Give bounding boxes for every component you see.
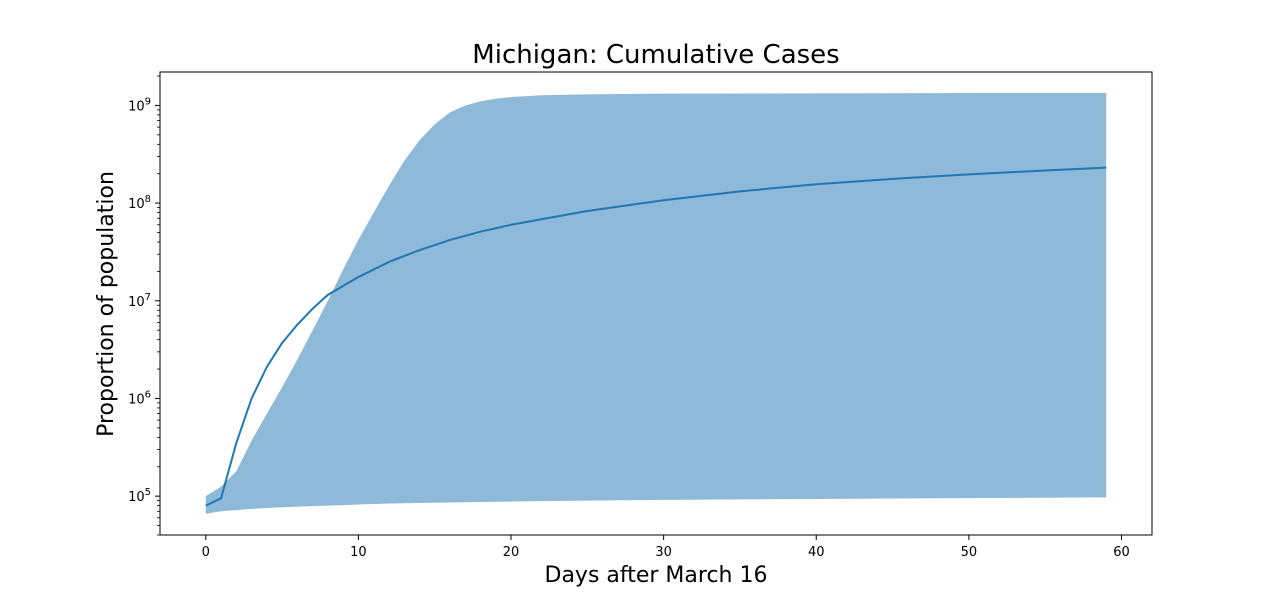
uncertainty-band xyxy=(205,93,1107,514)
axes: 0 10 20 30 40 50 60 105 106 107 108 109 xyxy=(128,71,1153,560)
y-tick-label: 108 xyxy=(128,194,151,212)
x-tick-label: 10 xyxy=(350,545,367,560)
x-tick-label: 40 xyxy=(808,545,825,560)
y-axis-label: Proportion of population xyxy=(94,171,119,437)
y-tick-label: 106 xyxy=(128,389,151,407)
plot-area xyxy=(205,93,1107,514)
y-tick-label: 105 xyxy=(128,487,151,505)
x-axis-label: Days after March 16 xyxy=(545,563,768,588)
x-tick-label: 20 xyxy=(503,545,520,560)
y-tick-label: 109 xyxy=(128,96,151,114)
x-tick-label: 0 xyxy=(202,545,210,560)
chart-title: Michigan: Cumulative Cases xyxy=(472,40,839,70)
plot-frame xyxy=(159,71,1153,536)
median-line xyxy=(205,166,1107,507)
x-tick-label: 50 xyxy=(961,545,978,560)
y-tick-label: 107 xyxy=(128,292,151,310)
x-tick-label: 60 xyxy=(1113,545,1130,560)
x-tick-label: 30 xyxy=(655,545,672,560)
